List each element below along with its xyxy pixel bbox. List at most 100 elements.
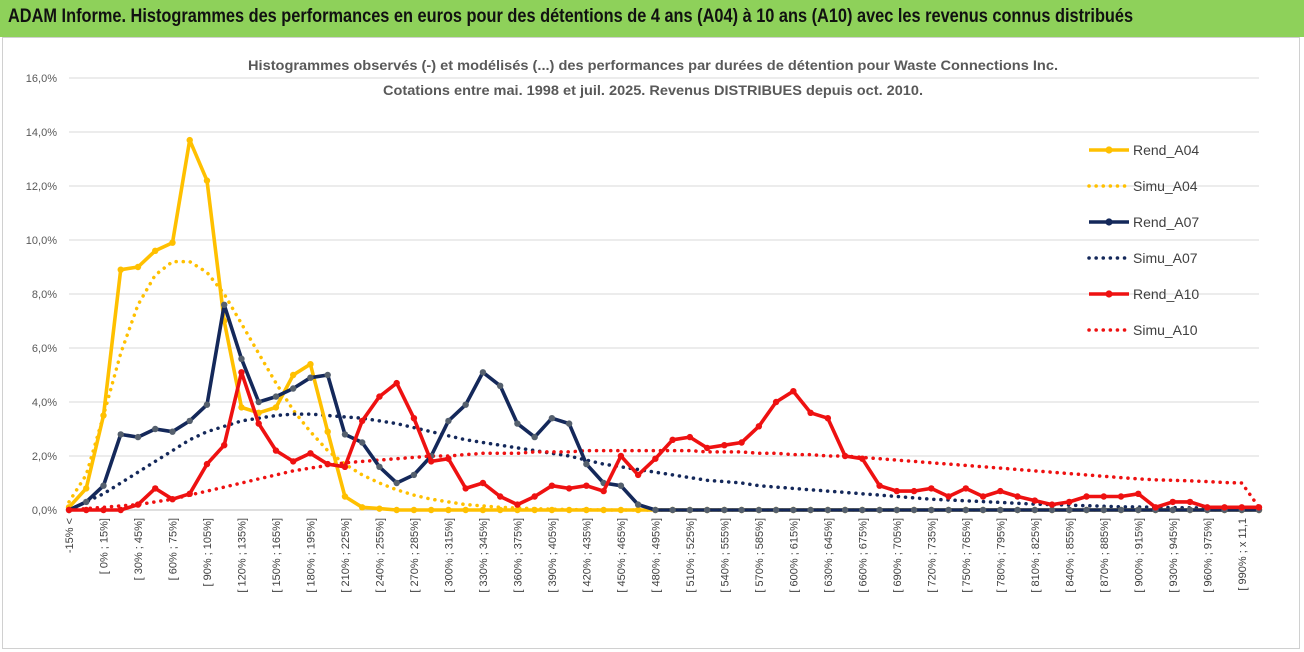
data-point [755,423,763,430]
legend-label: Rend_A04 [1133,142,1199,158]
data-point [634,506,642,514]
data-point [134,263,142,271]
data-point [393,379,400,387]
series-line [68,302,1259,512]
legend-label: Rend_A10 [1133,286,1199,302]
data-point [652,455,659,462]
data-point [1169,506,1176,514]
x-tick-label: [ 810% ; 825%] [1030,518,1042,593]
data-point [824,506,832,514]
legend-marker [1105,218,1113,226]
data-point [341,493,349,500]
x-tick-label: [ 990% ; x 11,1 [1237,518,1249,591]
data-point [462,401,469,408]
data-point [376,393,383,400]
data-point [600,506,607,514]
x-tick-label: [ 840% ; 855%] [1064,518,1076,593]
x-tick-label: [ 60% ; 75%] [167,518,179,580]
chart-subtitle: Cotations entre mai. 1998 et juil. 2025.… [383,82,923,98]
data-point [703,506,711,514]
x-tick-label: [ 90% ; 105%] [202,518,214,587]
data-point [393,506,400,514]
data-point [514,501,521,508]
data-point [583,506,590,514]
data-point [617,506,625,514]
data-point [945,493,952,500]
data-point [376,505,383,512]
x-tick-label: [ 690% ; 705%] [892,518,904,593]
chart-frame: Histogrammes observés (-) et modélisés (… [2,37,1300,649]
data-point [410,471,418,479]
series-line [67,412,1261,512]
data-point [755,506,763,514]
data-point [496,506,504,514]
data-point [1186,506,1194,514]
data-point [1117,493,1125,500]
data-point [1100,493,1107,500]
data-point [479,369,487,376]
x-tick-label: [ 900% ; 915%] [1133,518,1145,593]
data-point [583,482,590,489]
data-point [1066,506,1073,514]
x-tick-label: [ 150% ; 165%] [271,518,283,593]
series-simu-a07 [67,412,1261,512]
data-point [910,487,918,495]
data-point [997,487,1004,495]
data-point [152,485,159,492]
data-point [893,506,901,514]
data-point [186,136,193,144]
data-point [859,506,866,514]
data-point [1135,490,1142,497]
data-point [1117,506,1125,514]
data-point [324,428,331,435]
x-tick-label: [ 180% ; 195%] [305,518,317,593]
data-point [893,487,901,495]
y-tick-label: 14,0% [26,127,57,139]
data-point [703,444,711,452]
data-point [738,439,745,446]
data-point [1066,498,1073,506]
data-point [583,460,590,468]
data-point [962,506,970,514]
series-rend-a10 [65,369,1263,514]
data-point [410,506,418,514]
data-point [358,417,366,425]
data-point [100,482,107,489]
x-tick-label: [ 780% ; 795%] [995,518,1007,593]
data-point [686,433,694,441]
data-point [1048,506,1056,514]
x-tick-label: [ 270% ; 285%] [409,518,421,593]
data-point [152,425,159,433]
data-point [669,436,676,443]
data-point [100,506,107,514]
series-layer [65,136,1263,514]
data-point [290,458,297,465]
y-tick-label: 10,0% [26,235,57,247]
data-point [238,404,245,411]
data-point [186,490,193,497]
data-point [531,493,538,500]
data-point [1152,504,1159,511]
data-point [772,506,780,514]
data-point [617,482,625,489]
data-point [272,404,280,411]
series-simu-a10 [67,448,1261,512]
x-tick-label: [ 540% ; 555%] [719,518,731,593]
data-point [1221,504,1228,511]
y-tick-label: 2,0% [32,451,57,463]
data-point [203,177,211,184]
data-point [600,487,607,495]
data-point [721,442,728,449]
data-point [496,493,504,500]
data-point [1135,506,1142,514]
data-point [238,355,245,362]
data-point [341,463,349,470]
data-point [790,388,797,395]
series-line [67,448,1261,512]
x-tick-label: [ 420% ; 435%] [581,518,593,593]
data-point [634,501,642,508]
y-tick-label: 16,0% [26,73,57,85]
data-point [462,485,469,492]
x-tick-label: [ 450% ; 465%] [616,518,628,593]
data-point [531,506,538,514]
